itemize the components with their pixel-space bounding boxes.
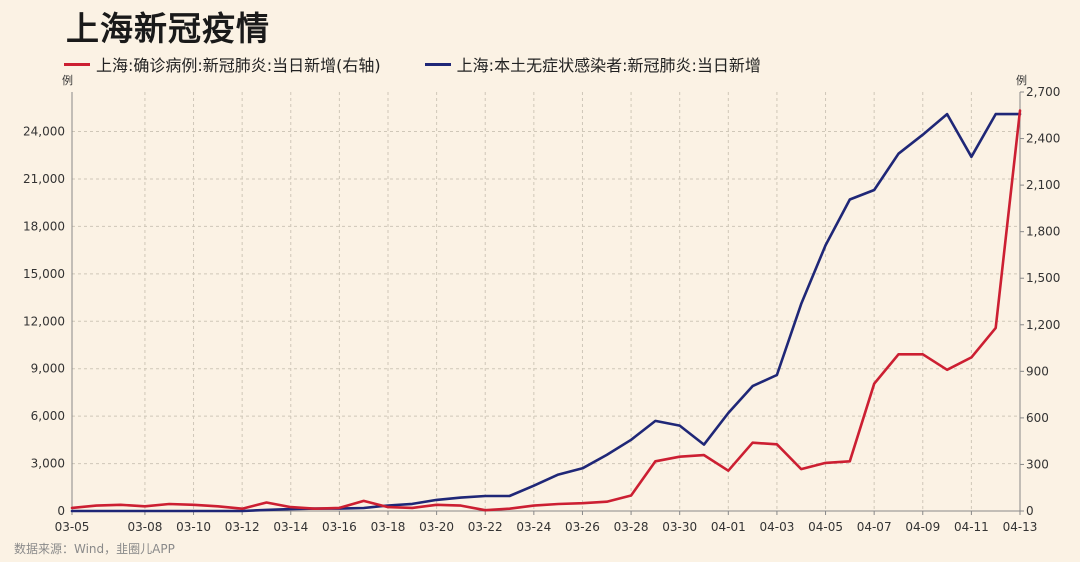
y-left-tick-label: 15,000: [23, 267, 65, 281]
y-right-unit: 例: [1016, 73, 1027, 87]
y-left-tick-label: 9,000: [31, 362, 65, 376]
legend-label-confirmed: 上海:确诊病例:新冠肺炎:当日新增(右轴): [96, 56, 381, 75]
y-right-tick-label: 2,400: [1026, 132, 1060, 146]
series-line-confirmed: [70, 109, 1022, 512]
y-right-tick-label: 0: [1026, 504, 1034, 518]
x-tick-label: 04-11: [954, 520, 989, 534]
y-right-tick-label: 900: [1026, 364, 1049, 378]
y-left-tick-label: 12,000: [23, 314, 65, 328]
legend-item-confirmed[interactable]: 上海:确诊病例:新冠肺炎:当日新增(右轴): [64, 52, 381, 76]
y-right-tick-label: 600: [1026, 411, 1049, 425]
x-tick-label: 03-14: [273, 520, 308, 534]
x-tick-label: 04-13: [1003, 520, 1038, 534]
source-note: 数据来源：Wind，韭圈儿APP: [14, 542, 175, 556]
x-tick-label: 04-07: [857, 520, 892, 534]
y-right-tick-label: 1,200: [1026, 318, 1060, 332]
legend: 上海:确诊病例:新冠肺炎:当日新增(右轴) 上海:本土无症状感染者:新冠肺炎:当…: [64, 52, 761, 76]
y-left-tick-label: 21,000: [23, 172, 65, 186]
x-tick-label: 03-30: [662, 520, 697, 534]
x-tick-label: 04-09: [905, 520, 940, 534]
y-left-tick-label: 18,000: [23, 219, 65, 233]
y-left-tick-label: 6,000: [31, 409, 65, 423]
x-tick-label: 04-03: [759, 520, 794, 534]
x-tick-label: 03-16: [322, 520, 357, 534]
legend-swatch-blue: [424, 62, 451, 66]
legend-swatch-red: [64, 62, 90, 66]
chart-title: 上海新冠疫情: [66, 9, 270, 48]
y-right-tick-label: 1,800: [1026, 225, 1060, 239]
y-right-tick-label: 300: [1026, 457, 1049, 471]
series-line-asymptomatic: [70, 112, 1022, 513]
x-tick-label: 03-22: [468, 520, 503, 534]
y-right-tick-label: 1,500: [1026, 271, 1060, 285]
x-tick-label: 03-28: [614, 520, 649, 534]
y-right-tick-label: 2,100: [1026, 178, 1060, 192]
y-left-tick-label: 24,000: [23, 125, 65, 139]
x-tick-label: 03-10: [176, 520, 211, 534]
y-left-unit: 例: [62, 73, 73, 87]
legend-label-asymptomatic: 上海:本土无症状感染者:新冠肺炎:当日新增: [456, 56, 761, 75]
x-tick-label: 04-01: [711, 520, 746, 534]
x-tick-label: 03-24: [516, 520, 551, 534]
x-tick-label: 03-12: [225, 520, 260, 534]
x-tick-label: 03-26: [565, 520, 600, 534]
y-left-tick-label: 0: [57, 504, 65, 518]
y-left-tick-label: 3,000: [31, 457, 65, 471]
x-tick-label: 03-20: [419, 520, 454, 534]
x-tick-label: 03-18: [371, 520, 406, 534]
x-tick-label: 04-05: [808, 520, 843, 534]
x-tick-label: 03-05: [55, 520, 90, 534]
y-right-tick-label: 2,700: [1026, 85, 1060, 99]
legend-item-asymptomatic[interactable]: 上海:本土无症状感染者:新冠肺炎:当日新增: [424, 52, 761, 76]
x-tick-label: 03-08: [127, 520, 162, 534]
